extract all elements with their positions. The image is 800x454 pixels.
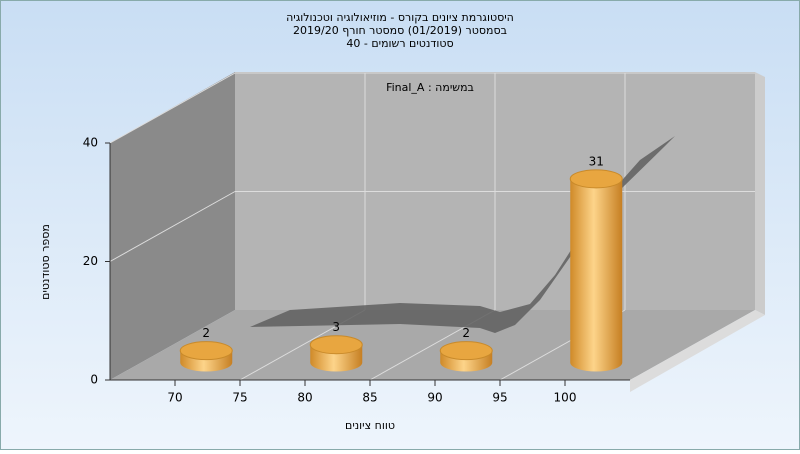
y-axis-label: מספר סטודנטים — [39, 224, 52, 300]
bar — [439, 341, 493, 372]
chart-subtitle: בסמסטר (01/2019) סמסטר חורף 2019/20 — [293, 24, 507, 37]
x-tick-label: 80 — [297, 391, 312, 405]
chart-title: היסטוגרמת ציונים בקורס - מוזיאולוגיה וטכ… — [286, 11, 514, 24]
y-tick-label: 40 — [83, 136, 98, 150]
wall-edge — [755, 72, 765, 315]
chart-subtitle: סטודנטים רשומים - 40 — [346, 37, 453, 50]
annotation: במשימה : Final_A — [386, 81, 474, 94]
bar-top — [179, 341, 233, 361]
x-tick-label: 95 — [492, 391, 507, 405]
distribution-curve — [250, 136, 675, 333]
x-tick-label: 85 — [362, 391, 377, 405]
grid-line — [109, 72, 236, 144]
x-tick-label: 75 — [232, 391, 247, 405]
x-tick-label: 70 — [167, 391, 182, 405]
bar-body — [570, 178, 623, 372]
bar-top — [309, 335, 363, 355]
bar — [179, 341, 233, 372]
data-label: 2 — [462, 326, 470, 340]
bar — [569, 169, 623, 372]
data-label: 3 — [332, 320, 340, 334]
floor-edge — [630, 310, 765, 392]
bar-top — [569, 169, 623, 189]
x-tick-label: 100 — [554, 391, 577, 405]
data-label: 31 — [589, 154, 604, 168]
x-axis-label: טווח ציונים — [345, 419, 395, 432]
data-label: 2 — [202, 326, 210, 340]
x-tick-label: 90 — [427, 391, 442, 405]
y-tick-label: 0 — [90, 373, 98, 387]
grid-line — [109, 191, 236, 262]
y-tick-label: 20 — [83, 254, 98, 268]
bar-top — [439, 341, 493, 361]
bar — [309, 335, 363, 372]
